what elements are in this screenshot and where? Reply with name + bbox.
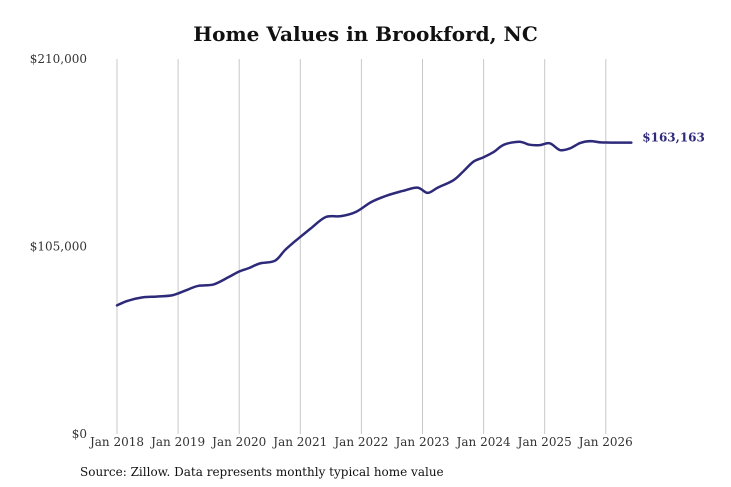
end-value-label: $163,163: [642, 131, 705, 145]
x-tick-label: Jan 2026: [577, 435, 633, 449]
chart-title: Home Values in Brookford, NC: [193, 22, 538, 46]
x-tick-label: Jan 2020: [210, 435, 266, 449]
y-axis-ticks: $0 $105,000 $210,000: [30, 52, 87, 441]
source-note: Source: Zillow. Data represents monthly …: [80, 465, 444, 479]
y-tick-label: $210,000: [30, 52, 87, 66]
x-tick-label: Jan 2018: [88, 435, 144, 449]
x-tick-label: Jan 2023: [393, 435, 449, 449]
x-tick-label: Jan 2022: [332, 435, 388, 449]
x-axis-ticks: Jan 2018 Jan 2019 Jan 2020 Jan 2021 Jan 2022…: [88, 435, 633, 449]
y-tick-label: $105,000: [30, 240, 87, 254]
x-tick-label: Jan 2025: [516, 435, 572, 449]
x-tick-label: Jan 2024: [455, 435, 511, 449]
y-tick-label: $0: [72, 427, 87, 441]
x-tick-label: Jan 2021: [271, 435, 327, 449]
x-tick-label: Jan 2019: [149, 435, 205, 449]
series-line: [115, 139, 633, 307]
grid-lines: [116, 59, 607, 434]
